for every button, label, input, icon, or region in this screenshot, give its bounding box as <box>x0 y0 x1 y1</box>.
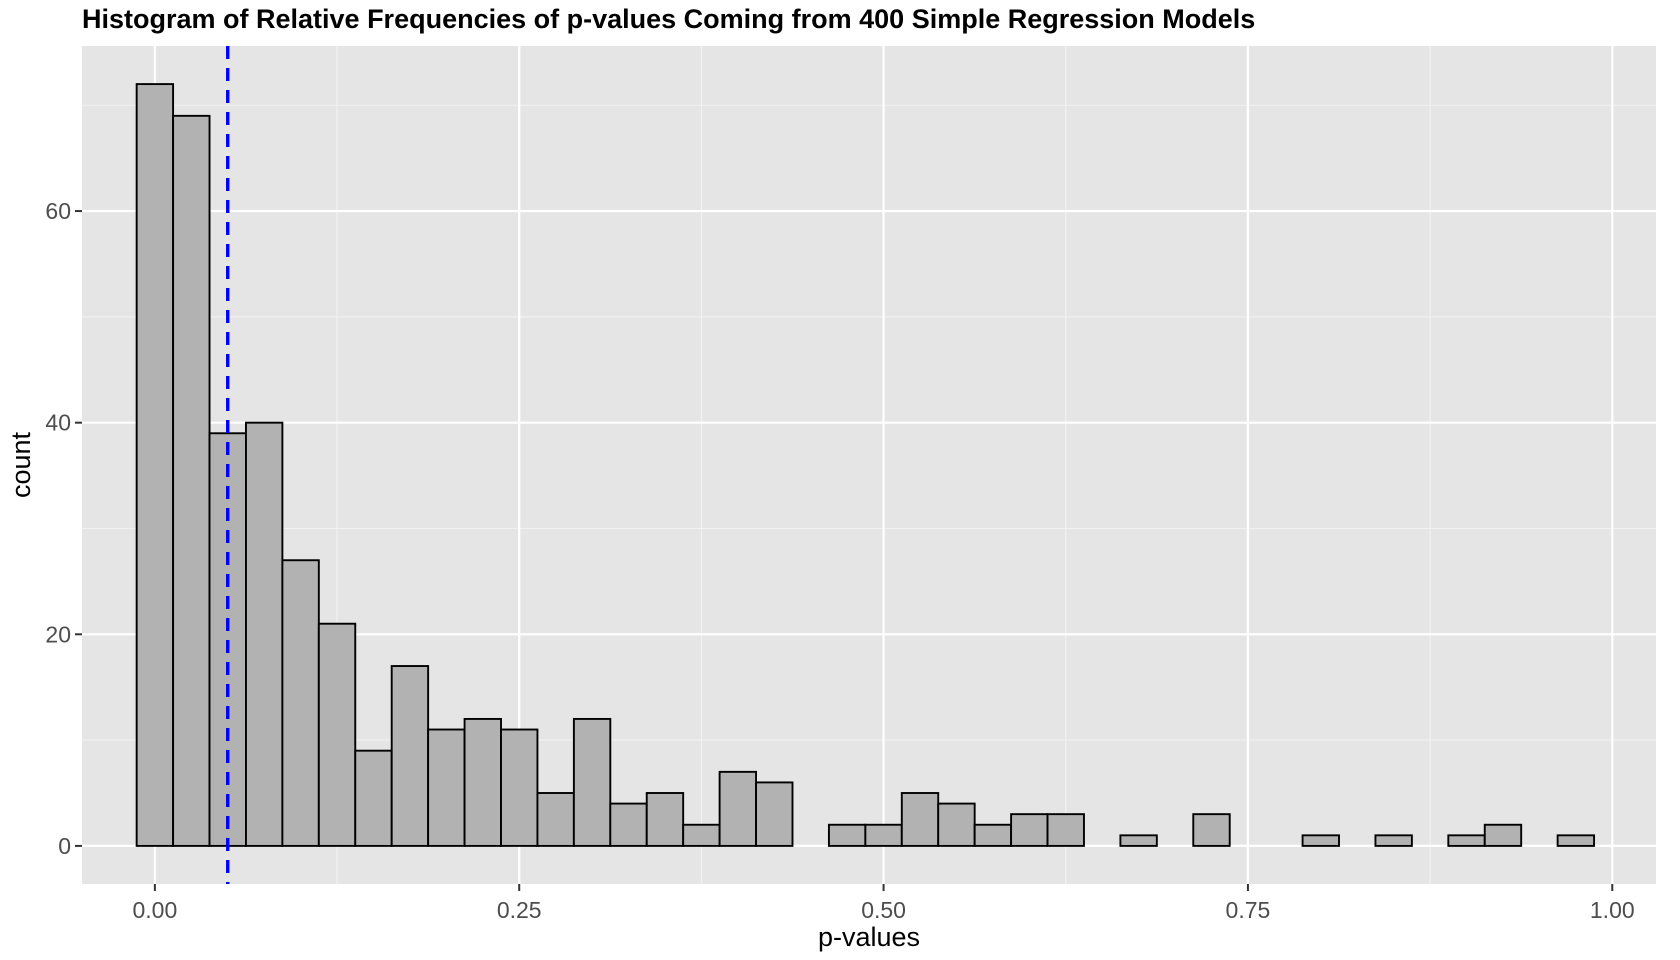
histogram-bar <box>427 728 466 847</box>
histogram-bar <box>718 770 758 847</box>
histogram-bar <box>1374 834 1413 847</box>
histogram-bar <box>1010 813 1049 847</box>
histogram-bar <box>281 559 320 847</box>
y-axis-title: count <box>6 431 36 498</box>
x-tick-label: 0.00 <box>132 897 177 923</box>
x-tick-label: 0.75 <box>1226 897 1271 923</box>
y-axis: 0 20 40 60 <box>45 198 82 859</box>
y-tick-label: 0 <box>58 833 71 859</box>
x-axis-title: p-values <box>818 922 920 952</box>
histogram-bar <box>682 823 721 847</box>
histogram-bar <box>973 823 1013 847</box>
chart-title: Histogram of Relative Frequencies of p-v… <box>82 4 1256 34</box>
histogram-bar <box>1447 834 1486 847</box>
histogram-bars <box>135 83 1596 847</box>
histogram-bar <box>900 792 940 847</box>
histogram-bar <box>609 802 648 847</box>
histogram-bar <box>937 802 976 847</box>
histogram-bar <box>172 114 211 847</box>
histogram-bar <box>135 83 175 847</box>
histogram-bar <box>536 792 575 847</box>
histogram-bar <box>1192 813 1231 847</box>
histogram-bar <box>354 749 393 847</box>
histogram-bar <box>500 728 539 847</box>
histogram-bar <box>463 717 502 847</box>
histogram-bar <box>645 792 685 847</box>
histogram-bar <box>1556 834 1596 847</box>
histogram-bar <box>572 717 612 847</box>
y-tick-label: 20 <box>45 621 71 647</box>
y-tick-label: 60 <box>45 198 71 224</box>
histogram-bar <box>1046 813 1085 847</box>
histogram-bar <box>864 823 903 847</box>
histogram-bar <box>755 781 794 847</box>
histogram-bar <box>827 823 867 847</box>
x-tick-label: 0.25 <box>497 897 542 923</box>
histogram-bar <box>1119 834 1158 847</box>
x-axis: 0.00 0.25 0.50 0.75 1.00 <box>132 884 1635 923</box>
histogram-bar <box>317 622 357 847</box>
histogram-bar <box>245 421 284 847</box>
x-tick-label: 0.50 <box>861 897 906 923</box>
histogram-bar <box>1483 823 1523 847</box>
histogram-bar <box>390 665 430 847</box>
y-tick-label: 40 <box>45 410 71 436</box>
histogram-bar <box>1301 834 1340 847</box>
x-tick-label: 1.00 <box>1590 897 1635 923</box>
